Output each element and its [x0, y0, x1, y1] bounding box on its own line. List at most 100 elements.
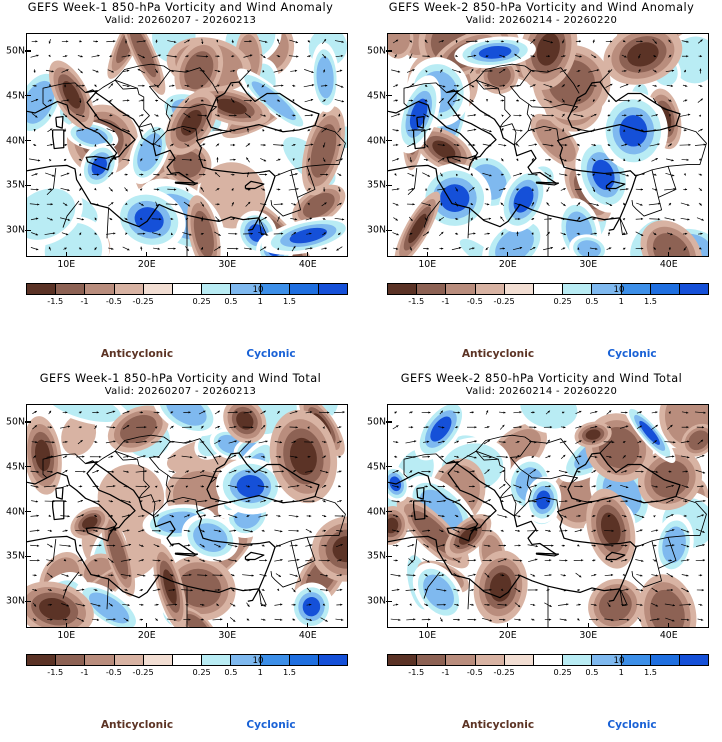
colorbar-swatch [318, 655, 348, 665]
colorbar-swatch [27, 284, 57, 294]
panel-title-block: GEFS Week-2 850-hPa Vorticity and Wind T… [361, 373, 722, 397]
colorbar [387, 283, 709, 295]
x-axis-tick-label: 10E [418, 259, 437, 270]
colorbar-tick-label: 0.25 [192, 296, 211, 306]
x-axis-tick-label: 20E [137, 630, 156, 641]
y-axis-tick-mark [386, 555, 392, 557]
map-plot-area [26, 404, 348, 628]
x-axis-tick-mark [426, 623, 428, 628]
colorbar-tick-label: -1 [441, 667, 450, 677]
colorbar-tick-label: 1.5 [643, 667, 657, 677]
panel-subtitle: Valid: 20260214 - 20260220 [465, 385, 618, 397]
vorticity-legend: Anticyclonic Cyclonic [361, 348, 722, 366]
colorbar-tick-label: -1 [80, 667, 89, 677]
colorbar-tick-label: 0.25 [553, 296, 572, 306]
y-axis-tick-mark [25, 229, 31, 231]
colorbar-tick-label: 0.25 [553, 667, 572, 677]
panel-subtitle: Valid: 20260207 - 20260213 [104, 385, 257, 397]
vorticity-legend: Anticyclonic Cyclonic [361, 719, 722, 737]
legend-anticyclonic: Anticyclonic [100, 719, 174, 731]
colorbar-swatch [388, 655, 418, 665]
colorbar-tick-label: 1.5 [643, 296, 657, 306]
y-axis-tick-mark [386, 421, 392, 423]
panel-title: GEFS Week-2 850-hPa Vorticity and Wind A… [388, 1, 695, 14]
colorbar-swatch [475, 655, 505, 665]
vorticity-legend: Anticyclonic Cyclonic [0, 719, 361, 737]
colorbar-swatch [533, 655, 564, 665]
colorbar-swatch [563, 655, 593, 665]
colorbar-swatch [318, 284, 348, 294]
y-axis-tick-label: 35N [6, 179, 25, 191]
colorbar-swatch [621, 284, 651, 294]
colorbar-tick-label: -1.5 [408, 296, 425, 306]
panel-subtitle: Valid: 20260214 - 20260220 [465, 14, 618, 26]
colorbar-swatch [143, 284, 173, 294]
y-axis-tick-mark [386, 600, 392, 602]
y-axis-tick-mark [25, 466, 31, 468]
panel-week2-total: GEFS Week-2 850-hPa Vorticity and Wind T… [361, 371, 722, 742]
y-axis: 30N 35N 40N 45N 50N [0, 404, 31, 628]
x-axis-tick-mark [507, 252, 509, 257]
legend-cyclonic: Cyclonic [246, 348, 296, 360]
panel-title: GEFS Week-2 850-hPa Vorticity and Wind T… [400, 372, 683, 385]
page-title: GEFS Week-1 850-hPa Vorticity and Wind A… [27, 1, 334, 14]
colorbar-swatch [289, 655, 319, 665]
colorbar-swatch [260, 284, 290, 294]
y-axis-tick-label: 45N [367, 90, 386, 102]
colorbar-ticklabels: -1.5 -1 -0.5 -0.25 0.25 0.5 1 1.5 [26, 296, 348, 310]
x-axis-tick-mark [587, 252, 589, 257]
colorbar-swatch [446, 655, 476, 665]
colorbar-swatch [231, 655, 261, 665]
colorbar [26, 283, 348, 295]
colorbar-tick-label: 0.5 [224, 667, 238, 677]
colorbar-swatch [417, 655, 447, 665]
y-axis-tick-label: 50N [367, 45, 386, 57]
y-axis-tick-label: 40N [367, 506, 386, 518]
legend-cyclonic: Cyclonic [607, 719, 657, 731]
colorbar-swatch [679, 284, 709, 294]
x-axis-tick-label: 20E [498, 630, 517, 641]
colorbar-swatch [533, 284, 564, 294]
x-axis-tick-mark [587, 623, 589, 628]
map-render-week2-total [388, 405, 708, 627]
x-axis-tick-mark [668, 252, 670, 257]
y-axis-tick-mark [386, 229, 392, 231]
colorbar-swatch [504, 655, 534, 665]
x-axis-tick-label: 20E [137, 259, 156, 270]
colorbar-tick-label: -1.5 [47, 667, 64, 677]
colorbar-swatch [202, 284, 232, 294]
x-axis-tick-label: 30E [218, 259, 237, 270]
colorbar-tick-label: 1.5 [282, 667, 296, 677]
x-axis-tick-mark [307, 252, 309, 257]
y-axis-tick-mark [25, 600, 31, 602]
y-axis-tick-label: 30N [367, 595, 386, 607]
y-axis-tick-label: 50N [6, 416, 25, 428]
x-axis-tick-label: 30E [579, 630, 598, 641]
map-render-week1-total [27, 405, 347, 627]
y-axis-tick-mark [386, 184, 392, 186]
x-axis-tick-label: 40E [659, 259, 678, 270]
colorbar-swatch [679, 655, 709, 665]
panel-week1-anomaly: GEFS Week-1 850-hPa Vorticity and Wind A… [0, 0, 361, 371]
panel-subtitle: Valid: 20260207 - 20260213 [104, 14, 257, 26]
colorbar-swatch [172, 655, 203, 665]
x-axis-tick-label: 40E [298, 259, 317, 270]
colorbar-swatch [231, 284, 261, 294]
panel-title-block: GEFS Week-1 850-hPa Vorticity and Wind T… [0, 373, 361, 397]
x-axis-tick-mark [307, 623, 309, 628]
vorticity-legend: Anticyclonic Cyclonic [0, 348, 361, 366]
y-axis: 30N 35N 40N 45N 50N [361, 404, 392, 628]
colorbar-swatch [114, 284, 144, 294]
x-axis-tick-label: 30E [218, 630, 237, 641]
colorbar-swatch [417, 284, 447, 294]
x-axis-tick-label: 40E [298, 630, 317, 641]
map-plot-area [387, 404, 709, 628]
y-axis-tick-mark [25, 95, 31, 97]
y-axis-tick-label: 35N [6, 550, 25, 562]
colorbar-tick-label: -0.5 [105, 667, 122, 677]
y-axis-tick-label: 45N [6, 90, 25, 102]
colorbar-tick-label: 0.5 [224, 296, 238, 306]
colorbar [387, 654, 709, 666]
colorbar-tick-label: 1 [618, 667, 624, 677]
